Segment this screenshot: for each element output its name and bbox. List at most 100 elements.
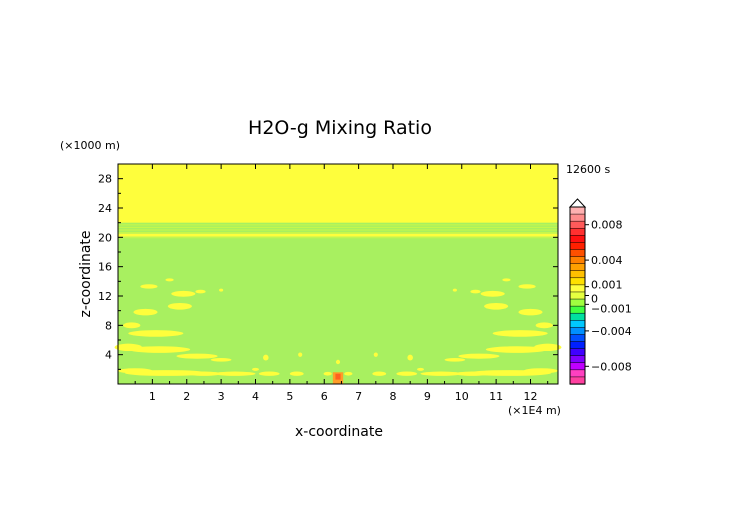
moisture-blob	[171, 290, 196, 297]
colorbar-swatch	[569, 206, 586, 215]
moisture-blob	[468, 370, 552, 376]
moisture-anomalies	[114, 278, 562, 384]
x-tick-label: 4	[252, 390, 259, 403]
moisture-blob	[263, 354, 269, 361]
x-tick-label: 12	[524, 390, 538, 403]
moisture-blob	[123, 322, 141, 329]
colorbar-swatch	[569, 362, 586, 371]
moisture-blob	[124, 370, 208, 376]
colorbar-tick-label: −0.008	[591, 360, 632, 373]
x-axis: 1 2 3 4 5 6 7 8 9 10 11 12	[134, 164, 549, 403]
moisture-blob	[373, 352, 378, 357]
moisture-blob	[452, 288, 457, 292]
colorbar-swatch	[569, 334, 586, 343]
colorbar-swatch	[569, 220, 586, 229]
plot-frame	[117, 163, 559, 385]
moisture-blob	[502, 278, 511, 282]
moisture-blob	[480, 290, 505, 297]
y-axis-label: z-coordinate	[78, 230, 94, 317]
moisture-blob	[258, 371, 280, 376]
moisture-blob	[298, 352, 303, 357]
thin-band	[118, 233, 558, 237]
y-tick-label: 4	[105, 349, 112, 362]
moisture-blob	[492, 330, 548, 337]
colorbar-swatch	[569, 348, 586, 357]
moisture-blob	[219, 288, 224, 292]
moisture-blob	[167, 302, 192, 310]
y-tick-label: 8	[105, 319, 112, 332]
y-axis: 4 8 12 16 20 24 28	[98, 173, 558, 370]
moisture-blob	[289, 371, 304, 376]
colorbar-extend-arrow	[568, 198, 587, 208]
y-tick-label: 16	[98, 261, 112, 274]
y-tick-label: 28	[98, 173, 112, 186]
colorbar-swatch	[569, 242, 586, 251]
moisture-blob	[396, 371, 418, 376]
colorbar-swatch	[569, 376, 586, 385]
upper-moist-band	[118, 164, 558, 223]
moisture-blob	[195, 289, 206, 294]
colorbar-swatch	[569, 249, 586, 258]
x-tick-label: 9	[424, 390, 431, 403]
moisture-blob	[444, 357, 466, 362]
y-tick-label: 24	[98, 202, 112, 215]
moisture-blob	[407, 354, 413, 361]
colorbar-swatch	[569, 263, 586, 272]
moisture-blob	[176, 353, 218, 359]
moisture-blob	[484, 302, 509, 310]
moisture-blob	[485, 346, 548, 353]
x-tick-label: 7	[355, 390, 362, 403]
moisture-blob	[372, 371, 387, 376]
x-tick-label: 6	[321, 390, 328, 403]
x-tick-label: 5	[286, 390, 293, 403]
moisture-blob	[210, 357, 232, 362]
x-tick-label: 10	[455, 390, 469, 403]
colorbar-swatch	[569, 291, 586, 300]
chart-title: H2O-g Mixing Ratio	[248, 117, 432, 139]
moisture-blob	[186, 371, 222, 376]
colorbar-swatch	[569, 312, 586, 321]
moisture-blob	[470, 289, 481, 294]
y-tick-label: 12	[98, 290, 112, 303]
moisture-blob	[335, 359, 341, 365]
colorbar-tick-label: 0.008	[591, 219, 623, 232]
moisture-blob	[133, 308, 158, 316]
moisture-blob	[518, 284, 536, 289]
moisture-blob	[128, 346, 191, 353]
colorbar-tick-label: 0.001	[591, 279, 623, 292]
time-label: 12600 s	[566, 163, 610, 176]
colorbar-swatch	[569, 305, 586, 314]
moisture-blob	[535, 322, 553, 329]
y-units-label: (×1000 m)	[60, 139, 120, 152]
moisture-blob	[417, 367, 424, 371]
colorbar-swatch	[569, 341, 586, 350]
colorbar-swatch	[569, 227, 586, 236]
colorbar-swatch	[569, 277, 586, 286]
colorbar-tick-label: 0.004	[591, 254, 623, 267]
moisture-blob	[420, 371, 462, 376]
x-axis-label: x-coordinate	[295, 424, 383, 440]
moisture-blob	[458, 353, 500, 359]
moisture-blob	[518, 308, 543, 316]
colorbar-swatch	[569, 369, 586, 378]
x-tick-label: 11	[489, 390, 503, 403]
x-units-label: (×1E4 m)	[508, 404, 561, 417]
colorbar-swatch	[569, 213, 586, 222]
moisture-blob	[128, 330, 184, 337]
moisture-blob	[344, 371, 353, 376]
moisture-blob	[454, 371, 490, 376]
colorbar-swatch	[569, 320, 586, 329]
moisture-blob	[252, 367, 259, 371]
colorbar-tick-label: −0.001	[591, 302, 632, 315]
x-tick-label: 1	[149, 390, 156, 403]
colorbar-swatch	[569, 327, 586, 336]
colorbar-swatch	[569, 355, 586, 364]
moisture-blob	[165, 278, 174, 282]
hatch-stripes	[118, 224, 558, 239]
colorbar-tick-label: −0.004	[591, 325, 632, 338]
colorbar-tick-label: 0	[591, 293, 598, 306]
x-tick-label: 8	[390, 390, 397, 403]
